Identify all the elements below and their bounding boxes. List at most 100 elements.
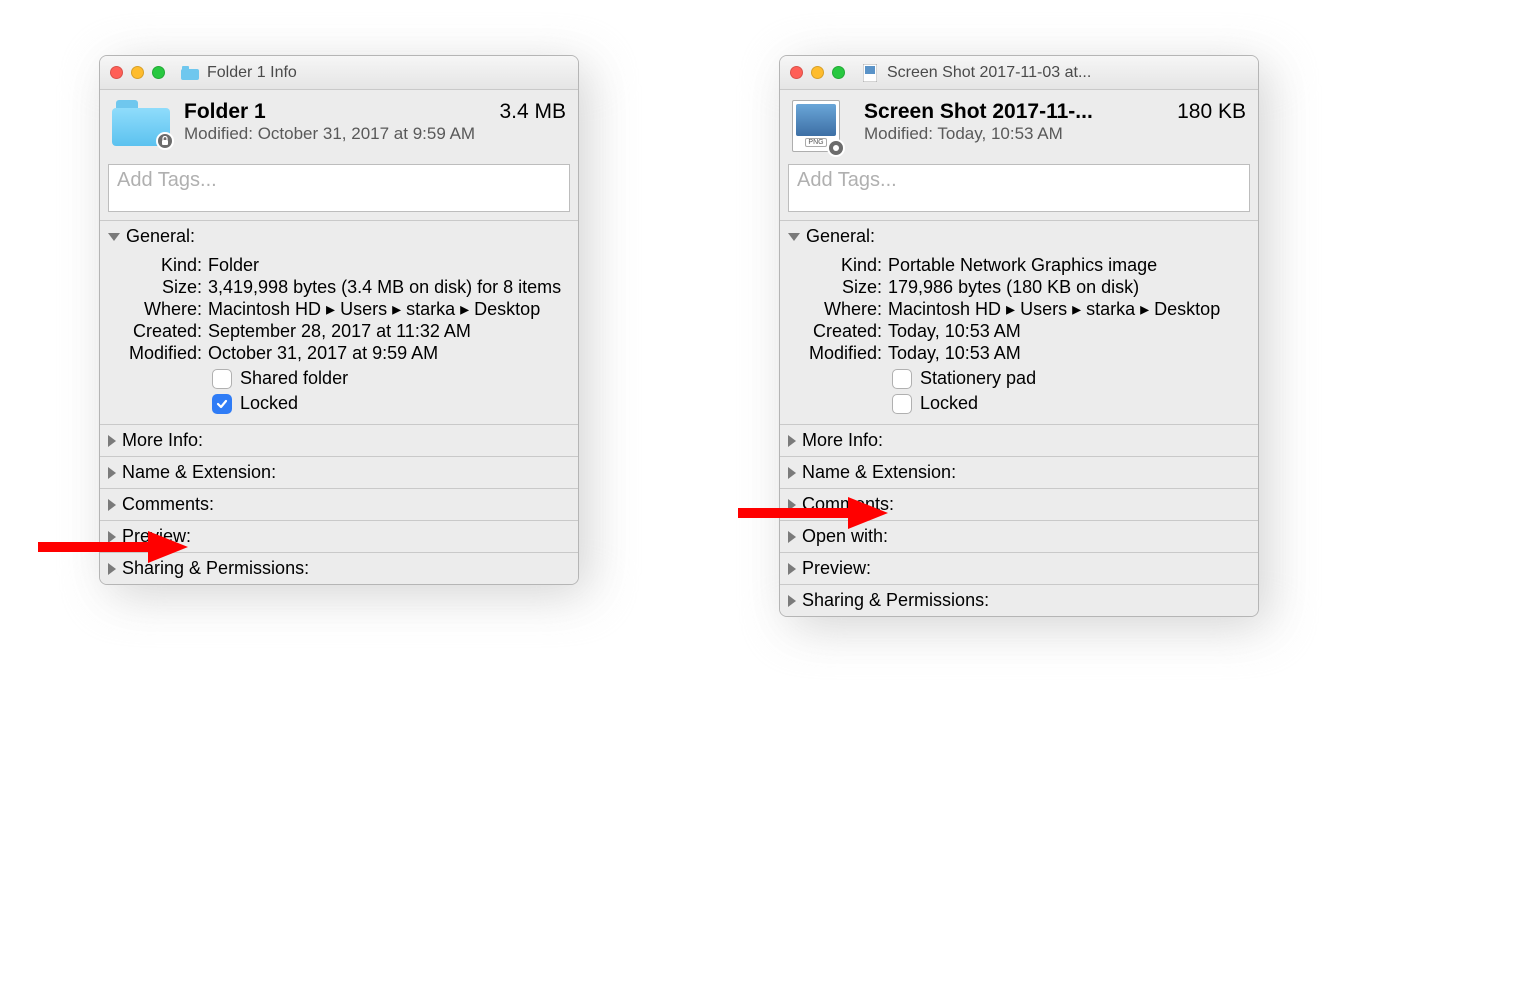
disclosure-right-icon <box>788 595 796 607</box>
item-size: 180 KB <box>1177 100 1246 124</box>
preview-badge-icon <box>827 139 845 157</box>
info-window-file: Screen Shot 2017-11-03 at... PNG Screen … <box>779 55 1259 617</box>
disclosure-right-icon <box>108 467 116 479</box>
general-body: Kind: Folder Size: 3,419,998 bytes (3.4 … <box>100 252 578 424</box>
close-button[interactable] <box>110 66 123 79</box>
tags-input[interactable]: Add Tags... <box>788 164 1250 212</box>
disclosure-right-icon <box>108 435 116 447</box>
item-modified-header: Modified: October 31, 2017 at 9:59 AM <box>184 124 566 144</box>
size-label: Size: <box>112 277 208 298</box>
stage: Folder 1 Info Folder 1 3.4 MB <box>0 0 1524 996</box>
where-label: Where: <box>112 299 208 320</box>
section-comments: Comments: <box>100 488 578 520</box>
traffic-lights <box>110 66 165 79</box>
section-preview: Preview: <box>100 520 578 552</box>
locked-row: Locked <box>212 393 566 414</box>
section-name-ext-header[interactable]: Name & Extension: <box>780 457 1258 488</box>
right-window-wrap: Screen Shot 2017-11-03 at... PNG Screen … <box>779 55 1259 617</box>
kind-label: Kind: <box>792 255 888 276</box>
item-name: Screen Shot 2017-11-... <box>864 100 1093 124</box>
tags-input[interactable]: Add Tags... <box>108 164 570 212</box>
shared-folder-label: Shared folder <box>240 368 348 389</box>
minimize-button[interactable] <box>131 66 144 79</box>
item-header: Folder 1 3.4 MB Modified: October 31, 20… <box>100 90 578 164</box>
kind-value: Folder <box>208 255 566 276</box>
section-name-ext-label: Name & Extension: <box>802 462 956 483</box>
window-title: Screen Shot 2017-11-03 at... <box>887 64 1091 82</box>
section-general: General: Kind: Folder Size: 3,419,998 by… <box>100 220 578 424</box>
section-comments-label: Comments: <box>802 494 894 515</box>
size-value: 179,986 bytes (180 KB on disk) <box>888 277 1246 298</box>
zoom-button[interactable] <box>832 66 845 79</box>
minimize-button[interactable] <box>811 66 824 79</box>
section-more-info-label: More Info: <box>122 430 203 451</box>
section-sharing: Sharing & Permissions: <box>780 584 1258 616</box>
modified-value: October 31, 2017 at 9:59 AM <box>208 343 566 364</box>
section-general-label: General: <box>126 226 195 247</box>
section-open-with: Open with: <box>780 520 1258 552</box>
section-open-with-header[interactable]: Open with: <box>780 521 1258 552</box>
item-header: PNG Screen Shot 2017-11-... 180 KB Modif… <box>780 90 1258 164</box>
disclosure-right-icon <box>788 467 796 479</box>
size-label: Size: <box>792 277 888 298</box>
modified-value: Today, 10:53 AM <box>888 343 1246 364</box>
created-label: Created: <box>792 321 888 342</box>
locked-row: Locked <box>892 393 1246 414</box>
kind-value: Portable Network Graphics image <box>888 255 1246 276</box>
section-sharing-label: Sharing & Permissions: <box>122 558 309 579</box>
locked-checkbox[interactable] <box>892 394 912 414</box>
folder-large-icon <box>112 100 172 156</box>
created-value: Today, 10:53 AM <box>888 321 1246 342</box>
size-value: 3,419,998 bytes (3.4 MB on disk) for 8 i… <box>208 277 566 298</box>
item-name: Folder 1 <box>184 100 266 124</box>
section-general-header[interactable]: General: <box>100 221 578 252</box>
section-general-header[interactable]: General: <box>780 221 1258 252</box>
traffic-lights <box>790 66 845 79</box>
section-preview-header[interactable]: Preview: <box>100 521 578 552</box>
where-value: Macintosh HD ▸ Users ▸ starka ▸ Desktop <box>208 299 566 320</box>
section-name-ext-header[interactable]: Name & Extension: <box>100 457 578 488</box>
left-window-wrap: Folder 1 Info Folder 1 3.4 MB <box>99 55 579 585</box>
section-general-label: General: <box>806 226 875 247</box>
close-button[interactable] <box>790 66 803 79</box>
section-sharing-header[interactable]: Sharing & Permissions: <box>780 585 1258 616</box>
modified-label: Modified: <box>792 343 888 364</box>
disclosure-right-icon <box>108 563 116 575</box>
lock-badge-icon <box>156 132 174 150</box>
section-more-info-header[interactable]: More Info: <box>100 425 578 456</box>
section-more-info-label: More Info: <box>802 430 883 451</box>
titlebar[interactable]: Screen Shot 2017-11-03 at... <box>780 56 1258 90</box>
disclosure-right-icon <box>788 563 796 575</box>
stationery-checkbox[interactable] <box>892 369 912 389</box>
png-large-icon: PNG <box>792 100 852 156</box>
general-body: Kind: Portable Network Graphics image Si… <box>780 252 1258 424</box>
section-name-ext: Name & Extension: <box>100 456 578 488</box>
titlebar[interactable]: Folder 1 Info <box>100 56 578 90</box>
section-open-with-label: Open with: <box>802 526 888 547</box>
section-comments-header[interactable]: Comments: <box>100 489 578 520</box>
stationery-label: Stationery pad <box>920 368 1036 389</box>
section-comments-header[interactable]: Comments: <box>780 489 1258 520</box>
locked-label: Locked <box>240 393 298 414</box>
disclosure-right-icon <box>108 499 116 511</box>
section-sharing-header[interactable]: Sharing & Permissions: <box>100 553 578 584</box>
folder-icon <box>181 64 199 82</box>
section-general: General: Kind: Portable Network Graphics… <box>780 220 1258 424</box>
shared-folder-checkbox[interactable] <box>212 369 232 389</box>
locked-checkbox[interactable] <box>212 394 232 414</box>
section-sharing: Sharing & Permissions: <box>100 552 578 584</box>
shared-folder-row: Shared folder <box>212 368 566 389</box>
disclosure-right-icon <box>788 435 796 447</box>
section-comments: Comments: <box>780 488 1258 520</box>
modified-label: Modified: <box>112 343 208 364</box>
zoom-button[interactable] <box>152 66 165 79</box>
disclosure-right-icon <box>108 531 116 543</box>
info-window-folder: Folder 1 Info Folder 1 3.4 MB <box>99 55 579 585</box>
section-more-info-header[interactable]: More Info: <box>780 425 1258 456</box>
disclosure-down-icon <box>108 233 120 241</box>
locked-label: Locked <box>920 393 978 414</box>
item-size: 3.4 MB <box>499 100 566 124</box>
section-preview-header[interactable]: Preview: <box>780 553 1258 584</box>
section-name-ext: Name & Extension: <box>780 456 1258 488</box>
section-name-ext-label: Name & Extension: <box>122 462 276 483</box>
